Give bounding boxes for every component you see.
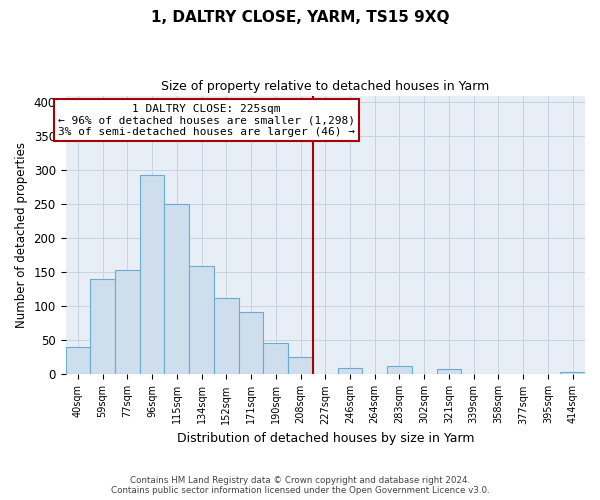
Bar <box>214 298 239 374</box>
Bar <box>239 312 263 374</box>
Bar <box>338 368 362 374</box>
Bar <box>263 343 288 374</box>
Bar <box>288 358 313 374</box>
Bar <box>189 266 214 374</box>
Text: 1 DALTRY CLOSE: 225sqm
← 96% of detached houses are smaller (1,298)
3% of semi-d: 1 DALTRY CLOSE: 225sqm ← 96% of detached… <box>58 104 355 137</box>
Bar <box>65 347 90 374</box>
Text: 1, DALTRY CLOSE, YARM, TS15 9XQ: 1, DALTRY CLOSE, YARM, TS15 9XQ <box>151 10 449 25</box>
Bar <box>437 369 461 374</box>
Y-axis label: Number of detached properties: Number of detached properties <box>15 142 28 328</box>
Bar <box>164 204 189 374</box>
Bar <box>115 270 140 374</box>
X-axis label: Distribution of detached houses by size in Yarm: Distribution of detached houses by size … <box>176 432 474 445</box>
Bar <box>560 372 585 374</box>
Bar <box>387 366 412 374</box>
Bar <box>140 175 164 374</box>
Text: Contains HM Land Registry data © Crown copyright and database right 2024.
Contai: Contains HM Land Registry data © Crown c… <box>110 476 490 495</box>
Bar <box>90 279 115 374</box>
Title: Size of property relative to detached houses in Yarm: Size of property relative to detached ho… <box>161 80 490 93</box>
